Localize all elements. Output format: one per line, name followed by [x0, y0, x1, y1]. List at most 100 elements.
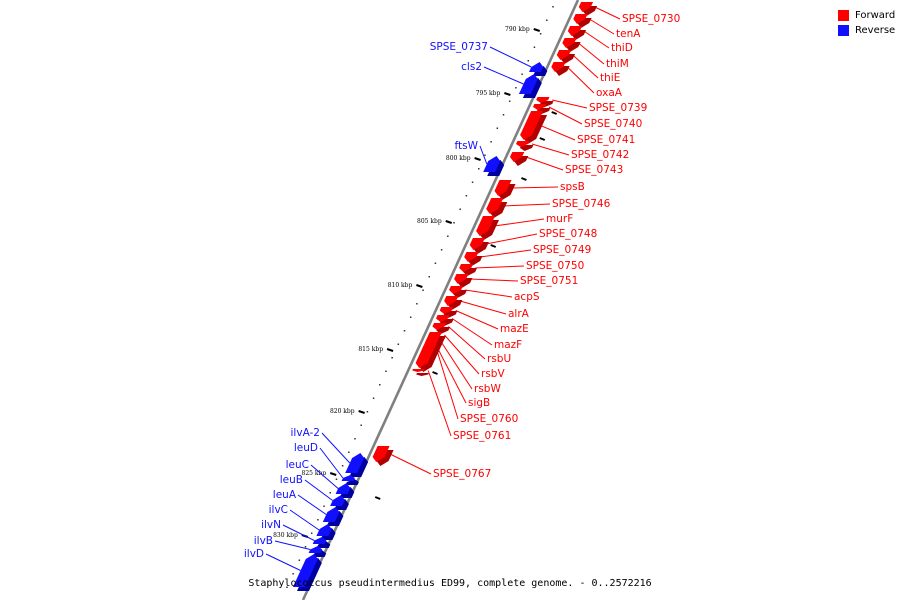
scale-dot [286, 586, 288, 588]
leader-murf [494, 218, 545, 227]
minor-tick [539, 137, 546, 141]
leader-spse-0749 [480, 249, 532, 258]
scale-dot [304, 546, 307, 548]
leader-spse-0761 [427, 370, 452, 437]
leader-leuc [310, 464, 339, 489]
forward-swatch [838, 10, 849, 21]
leader-spse-0740 [548, 106, 583, 125]
scale-dot [329, 492, 332, 494]
label-ilvd: ilvD [244, 548, 264, 560]
scale-dot [434, 262, 437, 264]
label-spse-0749: SPSE_0749 [533, 244, 591, 256]
label-ilvc: ilvC [269, 504, 288, 516]
gene-leuc [335, 483, 355, 498]
gene-ilvn [312, 537, 331, 548]
scale-dot [539, 33, 542, 35]
leader-alra [459, 300, 507, 315]
gene-spse-0767 [372, 446, 394, 466]
label-murf: murF [546, 213, 573, 225]
label-alra: alrA [508, 308, 530, 320]
label-leud: leuD [294, 442, 318, 454]
scale-dot [416, 303, 418, 305]
leader-thid [583, 30, 610, 49]
scale-dot [372, 397, 375, 399]
label-acps: acpS [514, 291, 540, 303]
label-spse-0730: SPSE_0730 [622, 13, 680, 25]
gene-ilvb [308, 546, 327, 557]
scale-dot [496, 127, 499, 129]
label-spse-0737: SPSE_0737 [430, 41, 488, 53]
tick-label: 830 kbp [273, 532, 298, 539]
label-ilvn: ilvN [261, 519, 281, 531]
gene-tena [573, 14, 592, 28]
minor-tick [374, 496, 381, 500]
legend-reverse: Reverse [838, 23, 895, 38]
gene-spse-0742 [516, 141, 534, 151]
gene-ilvc [316, 524, 336, 540]
scale-dot [298, 559, 301, 561]
scale-dot [527, 60, 530, 62]
leader-spse-0737 [489, 46, 532, 68]
scale-dot [515, 87, 517, 89]
leader-ilvb [274, 540, 311, 550]
gene-labels: SPSE_0730 tenA thiD thiM thiE oxaA SPSE_0739 SP… [244, 13, 680, 560]
scale-dot [546, 19, 548, 21]
scale-dot [397, 343, 400, 345]
label-spse-0740: SPSE_0740 [584, 118, 642, 130]
label-spse-0761: SPSE_0761 [453, 430, 511, 442]
tick-label: 815 kbp [358, 346, 383, 353]
gene-spse-0746 [486, 198, 508, 218]
gene-blocks [293, 2, 598, 591]
leader-thie [572, 54, 599, 79]
leader-leua [297, 494, 327, 515]
leader-leub [304, 479, 333, 501]
label-spse-0739: SPSE_0739 [589, 102, 647, 114]
scale-dot [552, 6, 554, 8]
leader-tena [589, 18, 615, 35]
scale-dot [348, 451, 350, 453]
leader-spse-0751 [470, 278, 519, 282]
scale-dot [440, 249, 443, 251]
genome-backbone [301, 0, 580, 600]
gene-leua [322, 507, 344, 526]
tick-mark [445, 220, 453, 224]
label-ftsw: ftsW [455, 140, 479, 152]
leader-spse-0730 [594, 6, 621, 20]
scale-dot [379, 384, 381, 386]
legend-reverse-label: Reverse [855, 25, 896, 36]
label-ilvb: ilvB [254, 535, 273, 547]
label-mazf: mazF [494, 339, 522, 351]
tick-label: 795 kbp [476, 90, 501, 97]
minor-tick [551, 111, 558, 115]
gene-ftsw [483, 156, 505, 176]
scale-dot [422, 289, 424, 291]
gene-ilvd [293, 554, 322, 591]
label-leub: leuB [280, 474, 303, 486]
scale-dot [354, 438, 356, 440]
gene-thie [556, 50, 576, 64]
label-leaders [265, 6, 621, 571]
scale-dot [484, 154, 486, 156]
leader-sigb [437, 348, 467, 404]
label-thid: thiD [611, 42, 633, 54]
gene-spsb [494, 180, 516, 200]
tick-mark [386, 348, 394, 352]
leader-ftsw [479, 145, 488, 165]
label-thie: thiE [600, 72, 620, 84]
leader-rsbw [440, 341, 473, 390]
legend: Forward Reverse [838, 8, 895, 38]
scale-dot [508, 100, 511, 102]
label-spse-0741: SPSE_0741 [577, 134, 635, 146]
leader-rsbu [448, 326, 486, 360]
gene-spse-0760 [415, 334, 445, 372]
scale-dot [471, 181, 474, 183]
leader-spsb [511, 186, 559, 189]
label-leuc: leuC [286, 459, 309, 471]
scale-dot [366, 411, 369, 413]
leader-spse-0760 [436, 350, 459, 420]
gene-spse-0749 [464, 252, 483, 266]
gene-spse-0737 [529, 62, 548, 76]
label-spse-0742: SPSE_0742 [571, 149, 629, 161]
gene-murf [476, 216, 499, 240]
scale-dot [292, 573, 294, 575]
